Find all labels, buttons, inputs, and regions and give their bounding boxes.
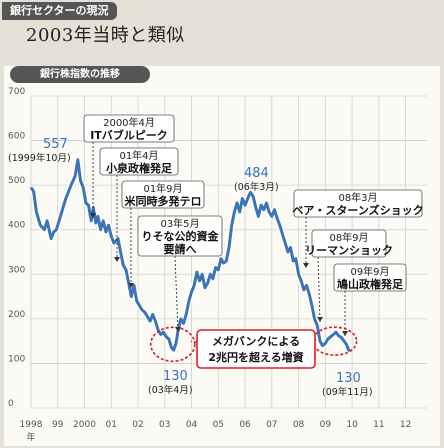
y-axis-ticks: 0 100 200 300 400 500 600 700	[8, 87, 25, 409]
event-date: 03年5月	[160, 217, 199, 230]
x-tick-label: 2000	[73, 420, 96, 430]
event-box	[137, 215, 223, 257]
trough-2009-date: (09年11月)	[322, 386, 373, 398]
event-text: 米同時多発テロ	[124, 194, 202, 208]
event-date: 01年4月	[119, 149, 158, 162]
event-box	[83, 114, 175, 143]
y-tick-label: 300	[8, 265, 25, 275]
x-tick-label: 05	[213, 420, 224, 430]
x-tick-label: 01	[106, 420, 117, 430]
x-tick-label: 03	[159, 420, 170, 430]
trough-2003-ellipse	[150, 326, 196, 363]
event-text: 小泉政権発足	[105, 161, 173, 175]
callout-arrow-left	[190, 340, 198, 343]
event-date: 08年3月	[338, 191, 377, 204]
y-tick-label: 400	[8, 221, 25, 231]
event-text: ベア・スターンズショック	[292, 203, 423, 217]
event-text: ITバブルピーク	[90, 128, 168, 142]
y-tick-label: 700	[8, 87, 25, 97]
peak-2006-value: 484	[244, 166, 269, 181]
headline: 2003年当時と類似	[26, 25, 185, 46]
callout-line1: メガバンクによる	[212, 334, 300, 348]
series-index	[28, 156, 352, 354]
x-tick-label: 09	[320, 420, 332, 430]
y-tick-label: 0	[8, 399, 14, 409]
event-leader	[317, 256, 321, 323]
trough-2003-date: (03年4月)	[148, 384, 193, 396]
event-arrowhead	[114, 257, 120, 262]
event-date: 2000年4月	[103, 116, 155, 129]
peak-1999-value: 557	[43, 137, 68, 152]
series-line	[29, 158, 351, 352]
event-date: 09年9月	[350, 265, 389, 278]
event-arrowhead	[317, 317, 323, 322]
event-arrowhead	[303, 263, 309, 268]
y-tick-label: 600	[8, 132, 25, 142]
x-tick-label: 10	[346, 420, 358, 430]
peak-1999-date: (1999年10月)	[8, 152, 71, 164]
x-tick-label: 1998	[20, 420, 43, 430]
x-tick-label: 08	[293, 420, 305, 430]
x-tick-label: 11	[373, 420, 384, 430]
event-box	[99, 147, 179, 176]
x-tick-label: 07	[266, 420, 277, 430]
event-arrowhead	[342, 331, 348, 336]
y-tick-label: 500	[8, 176, 25, 186]
event-date: 08年9月	[329, 231, 368, 244]
x-tick-label: 04	[186, 420, 198, 430]
peak-2006-date: (06年3月)	[234, 181, 279, 193]
event-text: 要請へ	[164, 242, 197, 256]
x-tick-label: 12	[400, 420, 411, 430]
event-date: 01年9月	[143, 182, 182, 195]
x-axis-unit: 年	[26, 431, 35, 443]
callout-line2: 2兆円を超える増資	[208, 350, 303, 364]
chart-title: 銀行株指数の推移	[10, 66, 150, 83]
event-leader	[174, 255, 179, 333]
y-tick-label: 200	[8, 310, 25, 320]
event-arrowhead	[128, 283, 134, 288]
x-tick-label: 02	[132, 420, 143, 430]
event-annotations: メガバンクによる 2兆円を超える増資 557(1999年10月) 484(06年3月)…	[8, 114, 424, 398]
event-box	[293, 189, 423, 218]
trough-2009-value: 130	[336, 371, 361, 386]
event-arrowhead	[175, 327, 181, 332]
event-box	[333, 263, 407, 292]
event-arrowhead	[90, 213, 96, 218]
x-tick-label: 06	[239, 420, 251, 430]
trough-2003-value: 130	[163, 369, 188, 384]
x-axis-ticks: 1998 99 2000 01 02 03 04 05 06 07 08 09 10 11 12 年	[20, 420, 412, 443]
callout-box	[196, 329, 316, 369]
event-text: リーマンショック	[305, 244, 393, 257]
event-text: りそな公的資金	[142, 229, 220, 243]
section-tag: 銀行セクターの現況	[2, 2, 117, 20]
event-box	[311, 229, 387, 258]
event-box	[121, 180, 205, 209]
y-tick-label: 100	[8, 354, 25, 364]
event-text: 鳩山政権発足	[337, 277, 404, 291]
x-tick-label: 99	[52, 420, 64, 430]
